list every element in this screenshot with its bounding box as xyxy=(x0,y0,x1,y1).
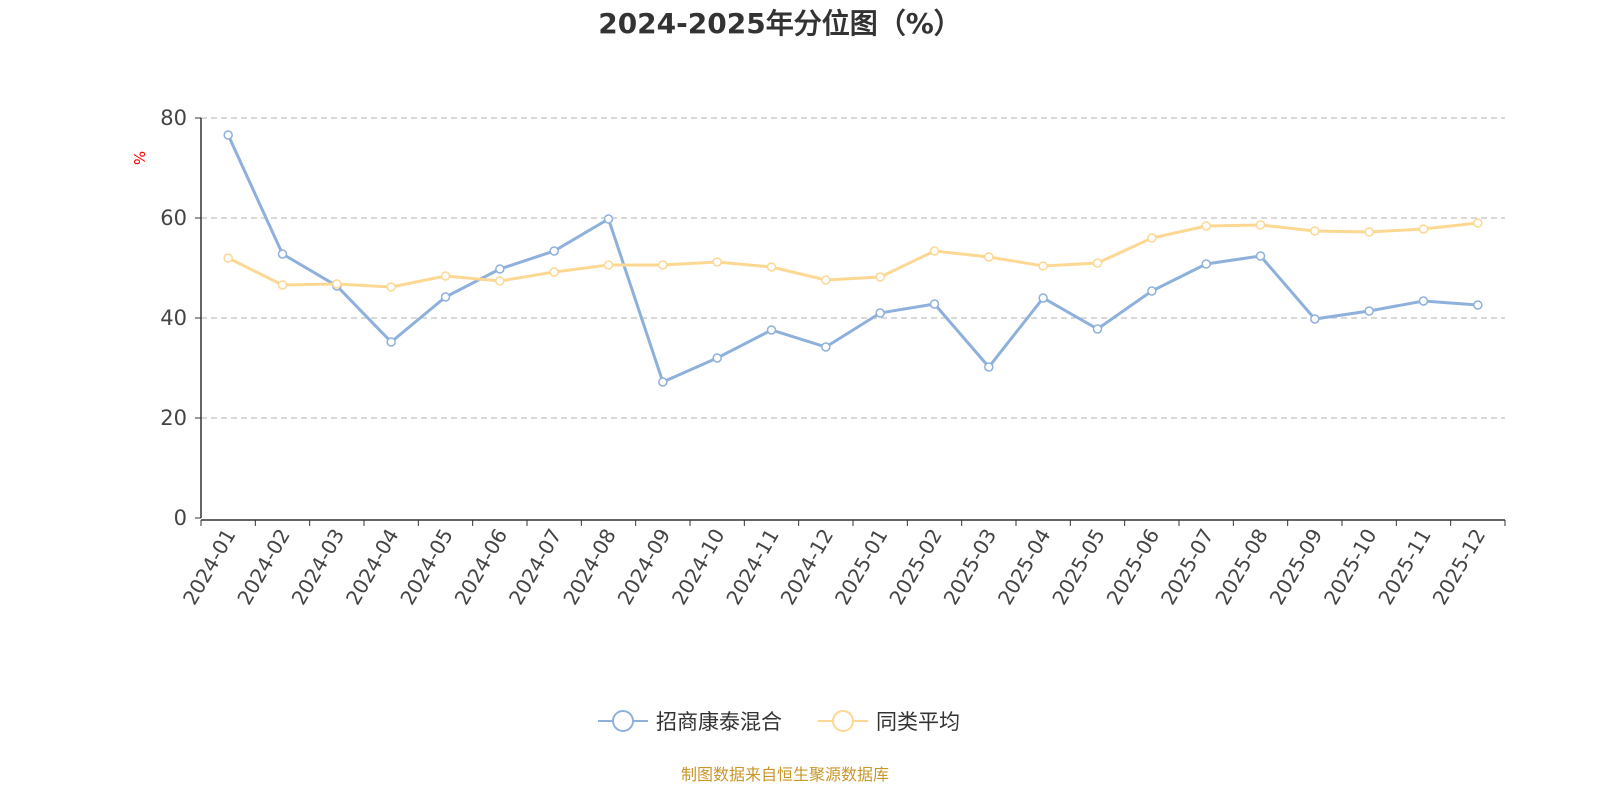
x-tick-label: 2024-02 xyxy=(232,525,295,609)
data-point xyxy=(766,325,777,335)
x-tick-label: 2024-07 xyxy=(504,525,567,609)
x-tick-label: 2025-04 xyxy=(993,525,1056,609)
x-tick-label: 2025-06 xyxy=(1102,525,1165,609)
data-point xyxy=(875,308,885,318)
x-tick-label: 2024-06 xyxy=(450,525,513,609)
data-point xyxy=(1255,251,1266,261)
data-point xyxy=(603,260,614,270)
x-tick-label: 2024-03 xyxy=(287,525,350,609)
data-point xyxy=(440,292,451,302)
x-tick-label: 2025-02 xyxy=(884,525,947,609)
legend-label: 招商康泰混合 xyxy=(656,710,782,734)
series-line xyxy=(227,221,1478,289)
data-point xyxy=(984,252,994,262)
data-point xyxy=(1364,227,1374,237)
data-point xyxy=(386,337,396,347)
legend-marker xyxy=(832,710,854,732)
x-tick-label: 2025-12 xyxy=(1428,525,1491,609)
x-tick-label: 2025-03 xyxy=(939,525,1002,609)
y-tick-label: 20 xyxy=(160,406,187,430)
source-footer: 制图数据来自恒生聚源数据库 xyxy=(681,765,889,784)
y-tick-label: 0 xyxy=(174,506,187,530)
data-point xyxy=(1201,259,1211,269)
legend-label: 同类平均 xyxy=(876,710,960,734)
x-tick-label: 2025-05 xyxy=(1047,525,1110,609)
data-point xyxy=(1418,296,1429,306)
x-tick-label: 2025-09 xyxy=(1265,525,1328,609)
data-point xyxy=(386,282,396,292)
data-point xyxy=(1201,221,1211,231)
y-tick-label: 60 xyxy=(160,206,187,230)
data-point xyxy=(277,249,288,259)
data-point xyxy=(1255,220,1266,230)
data-point xyxy=(875,272,885,282)
x-tick-label: 2024-12 xyxy=(776,525,839,609)
x-tick-label: 2024-04 xyxy=(341,525,404,609)
y-axis-label: % xyxy=(130,151,148,165)
data-point xyxy=(332,279,342,289)
data-point xyxy=(1147,286,1157,296)
data-point xyxy=(277,280,288,290)
data-point xyxy=(821,342,831,352)
x-tick-label: 2025-11 xyxy=(1373,525,1436,609)
data-point xyxy=(1147,233,1157,243)
data-point xyxy=(929,299,940,309)
data-point xyxy=(712,257,722,267)
data-point xyxy=(658,260,668,270)
data-point xyxy=(929,246,940,256)
y-tick-label: 80 xyxy=(160,106,187,130)
x-tick-label: 2025-01 xyxy=(830,525,893,609)
data-point xyxy=(821,275,831,285)
data-point xyxy=(495,276,505,286)
x-tick-label: 2024-08 xyxy=(558,525,621,609)
data-point xyxy=(603,214,614,224)
chart-title: 2024-2025年分位图（%） xyxy=(598,7,962,40)
series-line xyxy=(226,134,1478,385)
data-point xyxy=(984,362,994,372)
data-point xyxy=(549,267,559,277)
x-tick-label: 2024-01 xyxy=(178,525,241,609)
data-point xyxy=(223,130,233,140)
x-tick-label: 2025-08 xyxy=(1210,525,1273,609)
x-tick-label: 2024-05 xyxy=(395,525,458,609)
data-point xyxy=(223,253,233,263)
data-point xyxy=(658,377,668,387)
data-point xyxy=(495,264,505,274)
legend-marker xyxy=(612,710,634,732)
data-point xyxy=(1092,324,1103,334)
y-tick-label: 40 xyxy=(160,306,187,330)
data-point xyxy=(549,246,559,256)
data-point xyxy=(1038,293,1048,303)
data-point xyxy=(1418,224,1429,234)
x-tick-label: 2025-07 xyxy=(1156,525,1219,609)
data-point xyxy=(1364,306,1374,316)
data-point xyxy=(766,262,777,272)
data-point xyxy=(1473,300,1483,310)
data-point xyxy=(1473,218,1483,228)
data-point xyxy=(1092,258,1103,268)
x-tick-label: 2024-11 xyxy=(721,525,784,609)
x-tick-label: 2025-10 xyxy=(1319,525,1382,609)
data-point xyxy=(1038,261,1048,271)
data-point xyxy=(1310,226,1320,236)
x-tick-label: 2024-09 xyxy=(613,525,676,609)
data-point xyxy=(1310,314,1320,324)
data-point xyxy=(440,271,451,281)
data-point xyxy=(712,353,722,363)
x-tick-label: 2024-10 xyxy=(667,525,730,609)
